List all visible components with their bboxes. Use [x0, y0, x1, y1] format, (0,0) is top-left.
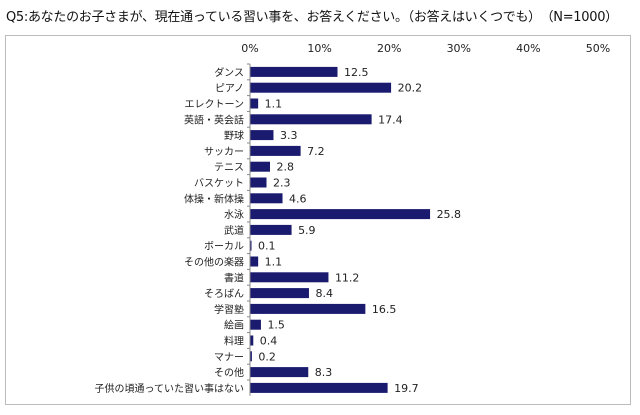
bar — [250, 114, 372, 125]
x-tick-label: 20% — [377, 42, 401, 55]
data-label: 0.4 — [260, 335, 278, 348]
data-label: 0.1 — [258, 240, 276, 253]
data-label: 0.2 — [258, 350, 276, 363]
bar — [250, 130, 274, 141]
bar — [250, 335, 254, 346]
category-label: 絵画 — [224, 319, 244, 332]
category-label: 英語・英会話 — [184, 113, 244, 126]
bar — [250, 224, 292, 235]
bar — [250, 351, 252, 362]
data-label: 8.4 — [315, 287, 333, 300]
data-label: 5.9 — [298, 224, 316, 237]
category-label: ダンス — [214, 66, 244, 79]
bar — [250, 319, 261, 330]
data-label: 20.2 — [398, 82, 423, 95]
data-label: 25.8 — [437, 208, 462, 221]
category-label: 武道 — [224, 224, 244, 237]
category-label: 野球 — [224, 129, 244, 142]
bar — [250, 209, 431, 220]
x-tick-label: 0% — [241, 42, 258, 55]
category-label: マナー — [214, 351, 244, 363]
data-label: 2.8 — [276, 161, 294, 174]
data-label: 2.3 — [273, 177, 291, 190]
x-tick-label: 10% — [307, 42, 331, 55]
data-label: 8.3 — [315, 366, 333, 379]
x-tick-label: 40% — [516, 42, 540, 55]
category-label: 料理 — [224, 335, 244, 348]
bar — [250, 382, 388, 393]
bar — [250, 161, 270, 172]
data-label: 17.4 — [378, 113, 403, 126]
category-label: サッカー — [204, 146, 244, 158]
category-label: その他 — [214, 366, 244, 379]
data-label: 1.1 — [265, 256, 283, 269]
bar — [250, 256, 259, 267]
data-label: 11.2 — [335, 271, 360, 284]
category-label: その他の楽器 — [184, 256, 244, 269]
bar — [250, 193, 283, 204]
data-label: 1.5 — [267, 319, 285, 332]
data-label: 16.5 — [372, 303, 397, 316]
data-label: 3.3 — [280, 129, 298, 142]
category-label: 学習塾 — [214, 303, 244, 316]
category-label: 書道 — [224, 271, 244, 284]
chart-frame — [5, 35, 631, 405]
data-label: 19.7 — [394, 382, 419, 395]
bar — [250, 367, 309, 378]
category-label: エレクトーン — [185, 99, 245, 111]
category-label: バスケット — [194, 178, 244, 190]
bar — [250, 145, 301, 156]
x-tick-label: 30% — [447, 42, 471, 55]
category-label: そろばん — [204, 288, 244, 300]
bar — [250, 272, 329, 283]
category-label: テニス — [214, 163, 244, 174]
bar — [250, 177, 267, 188]
data-label: 4.6 — [289, 192, 307, 205]
category-label: 体操・新体操 — [184, 192, 244, 205]
category-label: ボーカル — [204, 241, 244, 253]
bar — [250, 240, 252, 251]
bar — [250, 303, 366, 314]
bar — [250, 66, 338, 77]
data-label: 12.5 — [344, 66, 369, 79]
bar — [250, 98, 259, 109]
category-label: 子供の頃通っていた習い事はない — [95, 382, 245, 395]
x-tick-label: 50% — [586, 42, 610, 55]
category-label: ピアノ — [215, 83, 244, 95]
chart-title: Q5:あなたのお子さまが、現在通っている習い事を、お答えください。（お答えはいく… — [6, 10, 618, 25]
category-label: 水泳 — [224, 209, 244, 221]
data-label: 1.1 — [265, 98, 283, 111]
bar — [250, 82, 392, 93]
data-label: 7.2 — [307, 145, 325, 158]
bar — [250, 288, 309, 299]
